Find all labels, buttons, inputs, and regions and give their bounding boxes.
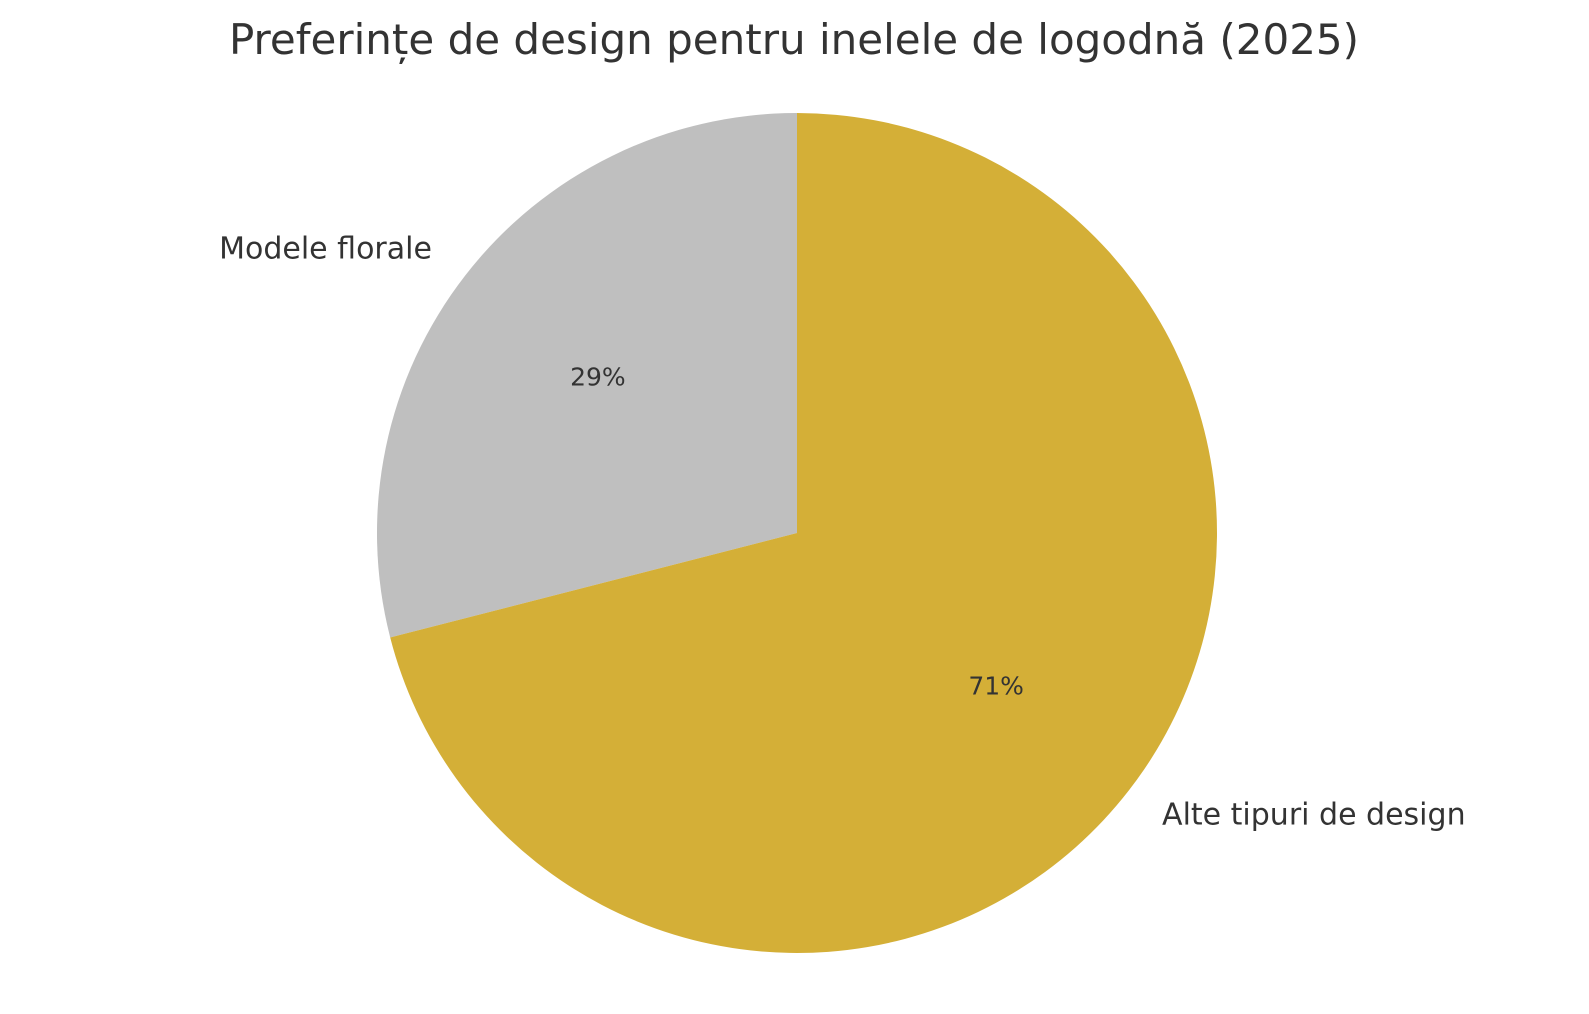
pie-slice-modele-florale <box>377 113 797 638</box>
slices-layer <box>377 113 1217 953</box>
chart-title: Preferințe de design pentru inelele de l… <box>229 15 1359 64</box>
slice-percent-modele-florale: 29% <box>570 363 626 392</box>
slice-percent-alte-tipuri-de-design: 71% <box>968 671 1024 700</box>
slice-label-alte-tipuri-de-design: Alte tipuri de design <box>1162 798 1466 833</box>
slice-label-modele-florale: Modele florale <box>219 231 432 266</box>
pie-slice-alte-tipuri-de-design <box>390 113 1217 953</box>
labels-layer: Modele florale 29% Alte tipuri de design 71… <box>219 231 1465 832</box>
